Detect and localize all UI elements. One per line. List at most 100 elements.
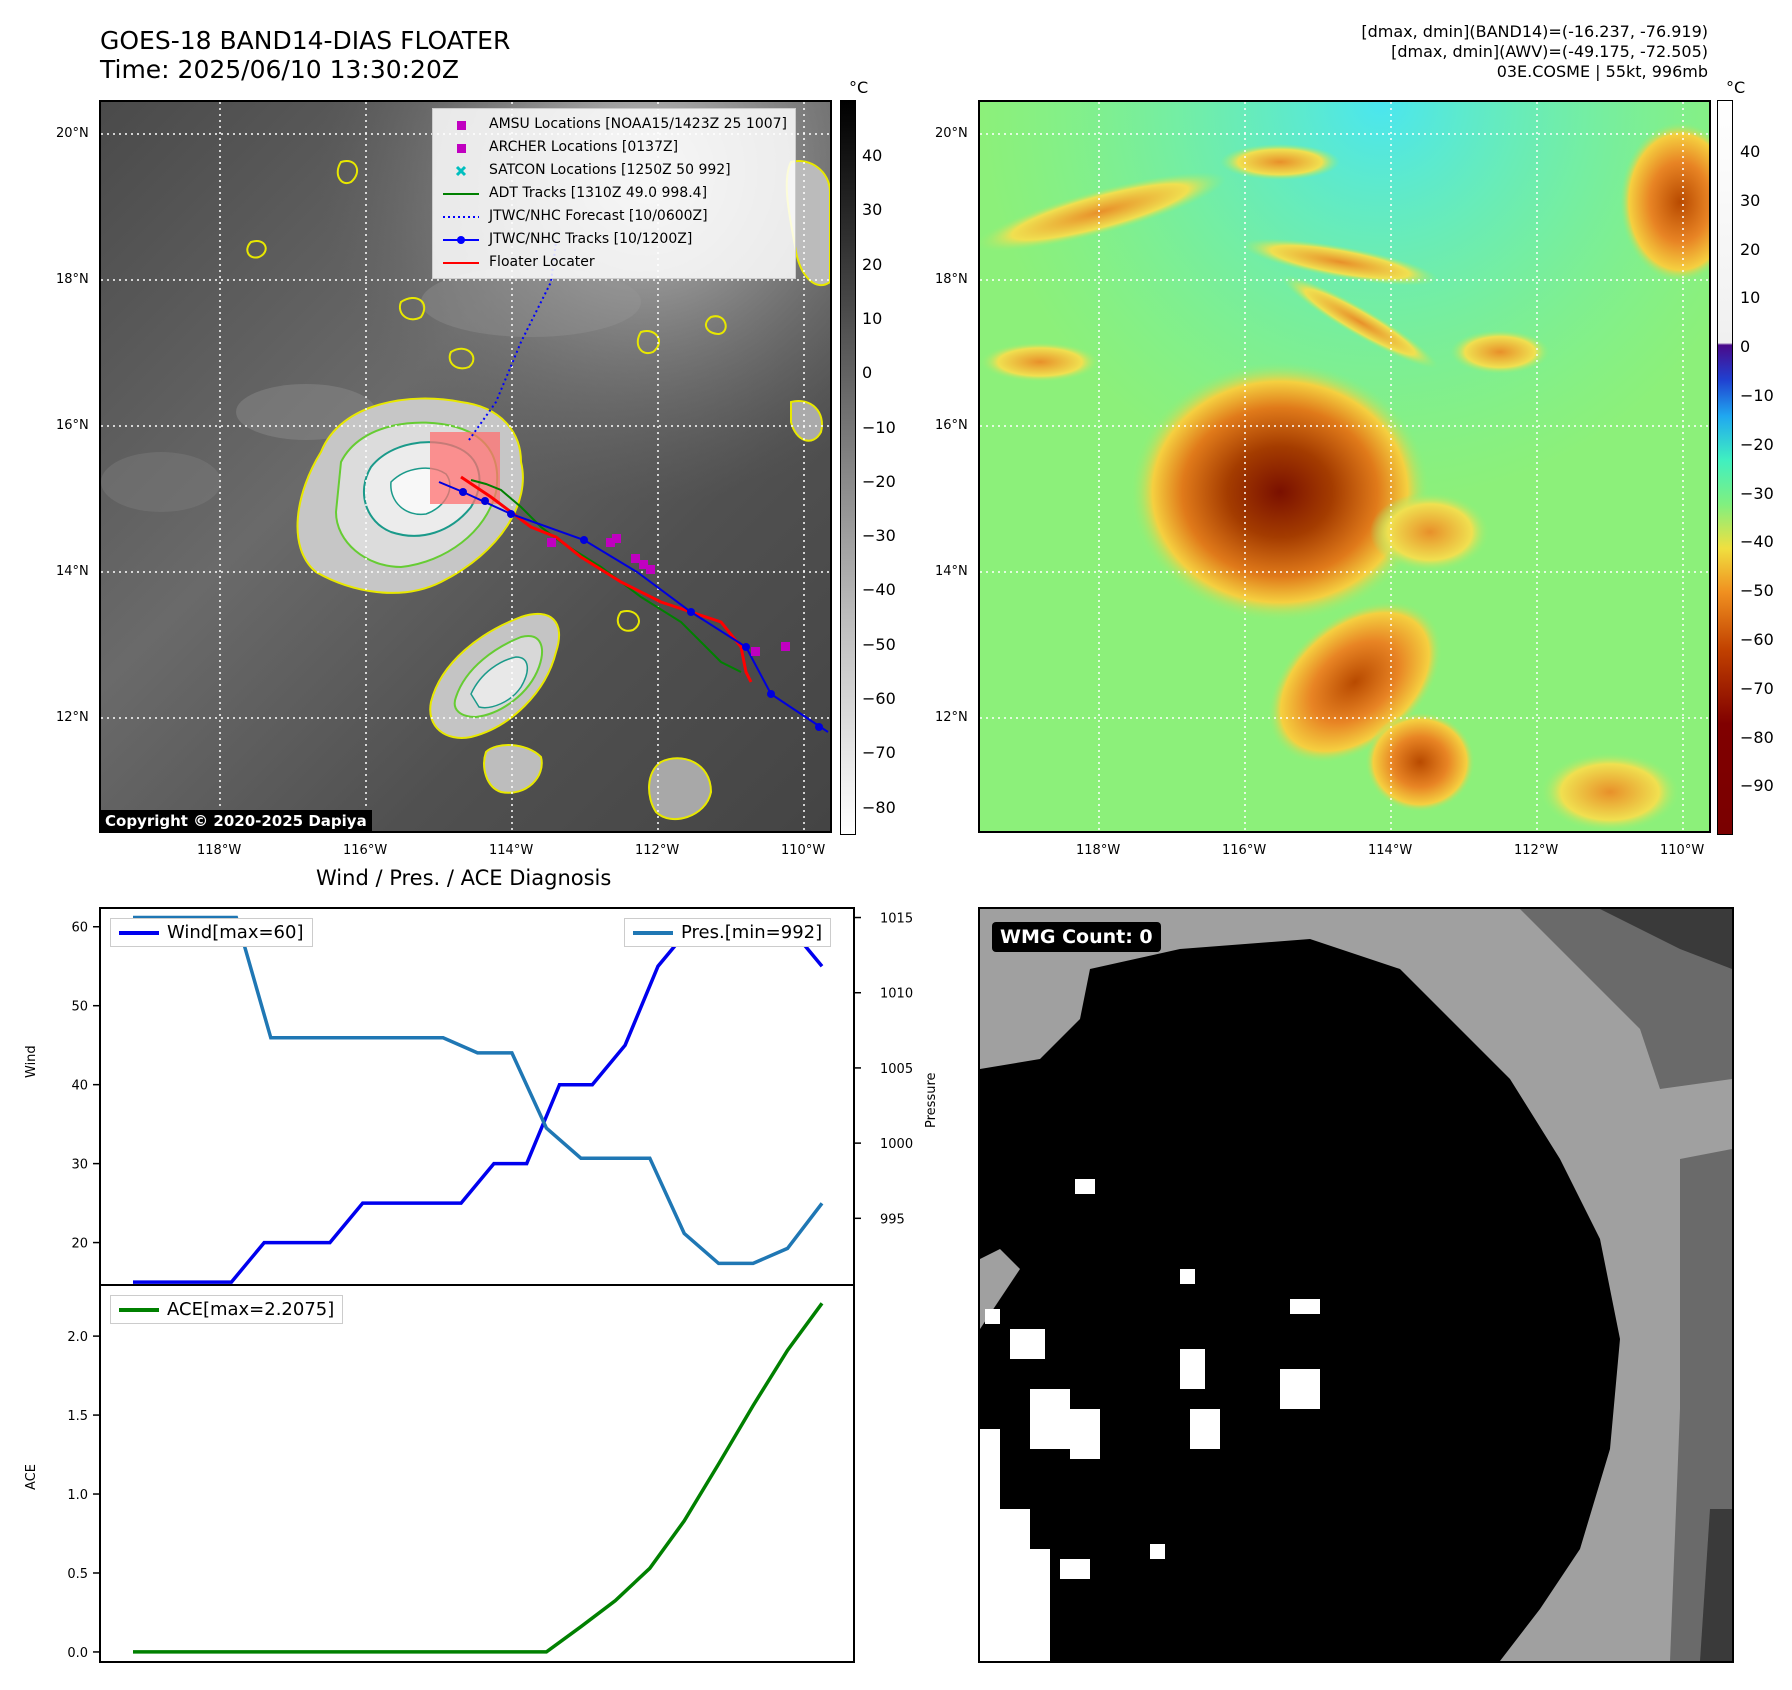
lon-tick: 118°W (197, 843, 242, 858)
colorbar-tick: 10 (862, 308, 883, 328)
lon-tick: 112°W (635, 843, 680, 858)
colorbar-tick: −70 (862, 743, 896, 763)
color-colorbar-unit: °C (1726, 78, 1746, 97)
colorbar-tick: 0 (862, 363, 873, 383)
lat-tick: 14°N (56, 564, 89, 579)
lon-tick: 116°W (343, 843, 388, 858)
pres-legend: Pres.[min=992] (624, 918, 832, 947)
colorbar-tick: −50 (862, 634, 896, 654)
lat-tick: 12°N (935, 710, 968, 725)
y-tick-label: 0.0 (67, 1646, 88, 1661)
map-legend-entry: ARCHER Locations [0137Z] (441, 136, 787, 159)
y-tick-label: 1.0 (67, 1488, 88, 1503)
map-legend-entry: SATCON Locations [1250Z 50 992] (441, 159, 787, 182)
title-line-1: GOES-18 BAND14-DIAS FLOATER (100, 26, 511, 55)
info-line-3: 03E.COSME | 55kt, 996mb (1496, 62, 1708, 81)
ace-legend-swatch (119, 1307, 159, 1312)
wind-legend-label: Wind[max=60] (167, 922, 304, 943)
map-legend-key (441, 256, 481, 270)
wind-ylabel: Wind (24, 1045, 39, 1078)
colorbar-tick: −90 (1740, 776, 1774, 796)
forecast-track (468, 241, 557, 441)
colorbar-tick: −60 (862, 689, 896, 708)
jtwc-track (438, 481, 829, 733)
colorbar-tick: −20 (1740, 434, 1774, 454)
map-legend-label: JTWC/NHC Tracks [10/1200Z] (489, 231, 693, 247)
pressure-ylabel: Pressure (924, 1072, 939, 1128)
colorbar-tick: 0 (1740, 337, 1751, 357)
lon-tick: 110°W (781, 843, 826, 858)
gray-colorbar (840, 100, 856, 835)
ace-legend: ACE[max=2.2075] (110, 1295, 344, 1324)
wmg-svg (980, 909, 1732, 1661)
map-gridlines (101, 102, 830, 831)
colorbar-tick: −40 (1740, 532, 1774, 552)
map-legend-key (441, 118, 481, 132)
ace-ylabel: ACE (24, 1464, 39, 1490)
map-legend-key (441, 141, 481, 155)
pres-legend-swatch (633, 930, 673, 935)
y-tick-label: 1000 (880, 1137, 913, 1152)
title-line-2: Time: 2025/06/10 13:30:20Z (100, 55, 459, 84)
ace-legend-label: ACE[max=2.2075] (167, 1299, 335, 1320)
series-line-wind (133, 924, 824, 1284)
info-line-2: [dmax, dmin](AWV)=(-49.175, -72.505) (1391, 42, 1708, 61)
y-tick-label: 40 (71, 1079, 88, 1094)
adt-track (470, 479, 742, 673)
colorbar-tick: −80 (1740, 727, 1774, 747)
gray-colorbar-unit: °C (849, 78, 869, 97)
colorbar-tick: −70 (1740, 678, 1774, 698)
map-legend-label: ARCHER Locations [0137Z] (489, 139, 679, 155)
colorbar-tick: −60 (1740, 630, 1774, 649)
colorbar-tick: −10 (862, 417, 896, 437)
series-line-pressure (133, 915, 824, 1266)
y-tick-label: 2.0 (67, 1330, 88, 1345)
y-tick-label: 50 (71, 1000, 88, 1015)
color-map-gridlines (980, 102, 1709, 831)
colorbar-tick: 40 (1740, 142, 1761, 161)
y-tick-label: 1.5 (67, 1409, 88, 1424)
diag-title: Wind / Pres. / ACE Diagnosis (316, 866, 612, 890)
colorbar-tick: 10 (1740, 288, 1761, 308)
map-legend-entry: Floater Locater (441, 251, 787, 274)
colorbar-tick: −10 (1740, 386, 1774, 405)
lat-tick: 18°N (56, 272, 89, 287)
map-legend-label: JTWC/NHC Forecast [10/0600Z] (489, 208, 708, 224)
colorbar-tick: 40 (862, 146, 883, 165)
ace-panel (99, 1284, 855, 1663)
colorbar-tick: 30 (1740, 190, 1761, 210)
wmg-white-cells (980, 1179, 1320, 1661)
map-legend-entry: JTWC/NHC Tracks [10/1200Z] (441, 228, 787, 251)
y-tick-label: 20 (71, 1237, 88, 1252)
wind-legend-swatch (119, 930, 159, 935)
lat-tick: 14°N (935, 564, 968, 579)
map-legend-key (441, 187, 481, 201)
lon-tick: 110°W (1660, 843, 1705, 858)
map-legend-label: ADT Tracks [1310Z 49.0 998.4] (489, 185, 708, 201)
y-tick-label: 1005 (880, 1062, 913, 1077)
colorbar-tick: −30 (1740, 483, 1774, 503)
wmg-count-badge: WMG Count: 0 (992, 922, 1161, 952)
lat-tick: 16°N (56, 418, 89, 433)
colorbar-tick: 20 (862, 254, 883, 274)
figure-title: GOES-18 BAND14-DIAS FLOATER Time: 2025/0… (100, 26, 510, 84)
y-tick-label: 1010 (880, 987, 913, 1002)
map-legend-key (441, 233, 481, 247)
wind-legend: Wind[max=60] (110, 918, 313, 947)
map-legend: AMSU Locations [NOAA15/1423Z 25 1007] ARC… (432, 108, 797, 279)
info-block: [dmax, dmin](BAND14)=(-16.237, -76.919) … (1361, 22, 1708, 82)
y-tick-label: 30 (71, 1158, 88, 1173)
map-legend-label: SATCON Locations [1250Z 50 992] (489, 162, 731, 178)
map-legend-entry: ADT Tracks [1310Z 49.0 998.4] (441, 182, 787, 205)
ir-color-map-svg (980, 102, 1709, 831)
wmg-panel (978, 907, 1734, 1663)
color-colorbar (1717, 100, 1733, 835)
colorbar-tick: −80 (862, 797, 896, 817)
lon-tick: 112°W (1514, 843, 1559, 858)
y-tick-label: 60 (71, 921, 88, 936)
copyright-label: Copyright © 2020-2025 Dapiya (100, 810, 372, 832)
lat-tick: 20°N (56, 126, 89, 141)
colorbar-tick: 30 (862, 200, 883, 220)
ir-color-map (978, 100, 1711, 833)
lon-tick: 114°W (489, 843, 534, 858)
